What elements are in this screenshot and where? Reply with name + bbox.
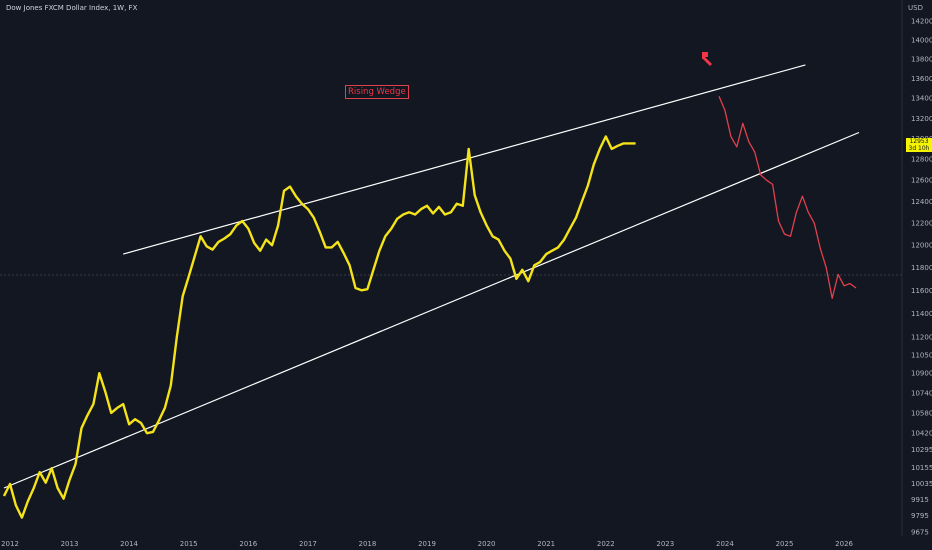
x-tick-label: 2019 xyxy=(418,540,436,548)
x-axis: 2012 2013 2014 2015 2016 2017 2018 2019 2020 2021… xyxy=(1,540,853,548)
x-tick-label: 2018 xyxy=(358,540,376,548)
y-tick-label: 13200 xyxy=(911,115,932,123)
projection-series-line xyxy=(718,95,857,300)
y-tick-label: 13800 xyxy=(911,56,932,64)
y-tick-label: 9915 xyxy=(911,496,929,504)
y-tick-label: 11050 xyxy=(911,352,932,360)
wedge-lower-trend-line[interactable] xyxy=(3,131,860,489)
x-tick-label: 2022 xyxy=(597,540,615,548)
y-tick-label: 12600 xyxy=(911,177,932,185)
trend-lines[interactable] xyxy=(3,64,860,489)
x-tick-label: 2012 xyxy=(1,540,19,548)
y-tick-label: 9795 xyxy=(911,512,929,520)
y-tick-label: 10420 xyxy=(911,430,932,438)
y-tick-label: 12200 xyxy=(911,220,932,228)
y-tick-label: 11800 xyxy=(911,264,932,272)
y-tick-label: 10295 xyxy=(911,446,932,454)
bear-flag-icon[interactable] xyxy=(702,52,712,66)
y-tick-label: 12400 xyxy=(911,198,932,206)
y-tick-label: 13400 xyxy=(911,95,932,103)
bar-countdown: 3d 10h xyxy=(908,145,930,152)
x-tick-label: 2013 xyxy=(61,540,79,548)
y-tick-label: 10900 xyxy=(911,370,932,378)
x-tick-label: 2020 xyxy=(478,540,496,548)
price-series-line xyxy=(2,135,636,519)
y-tick-label: 13600 xyxy=(911,75,932,83)
y-tick-label: 9675 xyxy=(911,529,929,537)
series-group xyxy=(2,95,857,519)
y-tick-label: 12800 xyxy=(911,156,932,164)
y-tick-label: 10035 xyxy=(911,480,932,488)
currency-label: USD xyxy=(908,4,923,12)
x-tick-label: 2024 xyxy=(716,540,734,548)
y-tick-label: 14000 xyxy=(911,36,932,44)
last-price-value: 12953 xyxy=(909,138,929,145)
x-tick-label: 2014 xyxy=(120,540,138,548)
y-tick-label: 11400 xyxy=(911,310,932,318)
x-tick-label: 2025 xyxy=(776,540,794,548)
last-price-tag: 12953 3d 10h xyxy=(906,138,932,152)
wedge-upper-trend-line[interactable] xyxy=(123,64,806,255)
x-tick-label: 2023 xyxy=(656,540,674,548)
rising-wedge-label[interactable]: Rising Wedge xyxy=(345,85,409,99)
y-tick-label: 11200 xyxy=(911,334,932,342)
y-tick-label: 10580 xyxy=(911,409,932,417)
y-tick-label: 10740 xyxy=(911,389,932,397)
y-tick-label: 11600 xyxy=(911,287,932,295)
y-tick-label: 10155 xyxy=(911,464,932,472)
y-axis: 9675 9795 9915 10035 10155 10295 10420 10580 107… xyxy=(911,18,932,537)
x-tick-label: 2016 xyxy=(239,540,257,548)
y-tick-label: 14200 xyxy=(911,18,932,26)
x-tick-label: 2017 xyxy=(299,540,317,548)
x-tick-label: 2021 xyxy=(537,540,555,548)
y-tick-label: 12000 xyxy=(911,242,932,250)
x-tick-label: 2015 xyxy=(180,540,198,548)
chart-title: Dow Jones FXCM Dollar Index, 1W, FX xyxy=(6,4,138,12)
x-tick-label: 2026 xyxy=(835,540,853,548)
